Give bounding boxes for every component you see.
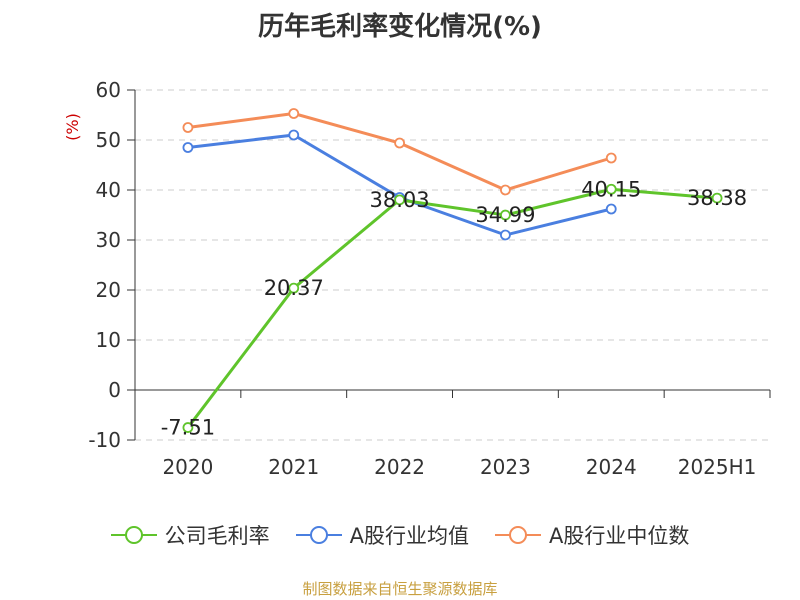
legend-label: A股行业中位数 [549,524,690,548]
y-tick-label: 40 [96,178,121,202]
legend-item[interactable]: A股行业均值 [295,520,469,550]
data-point [500,184,511,196]
data-label: 40.15 [581,177,641,201]
x-tick-label: 2024 [586,455,637,479]
data-label: -7.51 [161,416,215,440]
y-tick-label: 10 [96,328,121,352]
data-point [394,137,405,149]
data-point [182,422,194,433]
legend-label: 公司毛利率 [164,524,270,548]
x-tick-label: 2025H1 [678,455,757,479]
data-point [605,183,617,195]
x-tick-label: 2023 [480,455,531,479]
y-tick-label: 50 [96,128,121,152]
chart-title: 历年毛利率变化情况(%) [258,12,542,42]
y-tick-label: 0 [108,378,121,402]
data-point [500,209,511,221]
x-tick-label: 2022 [374,455,425,479]
data-point [711,192,723,204]
data-point [394,194,405,206]
data-label: 34.99 [475,203,535,227]
data-point [182,142,194,153]
data-point [182,122,194,133]
y-tick-label: 20 [96,278,121,302]
legend-label: A股行业均值 [349,524,469,548]
legend-marker-icon [495,525,541,545]
data-point [500,229,511,241]
series-line [187,112,612,192]
x-tick-label: 2021 [268,455,319,479]
data-point [288,282,300,294]
data-point [605,152,617,164]
data-point [288,108,300,119]
source-note: 制图数据来自恒生聚源数据库 [302,580,498,598]
legend: 公司毛利率 A股行业均值 A股行业中位数 [0,520,800,550]
data-point [288,129,300,141]
y-axis-label: (%) [63,113,82,141]
data-label: 38.38 [687,186,747,210]
legend-marker-icon [110,525,157,545]
legend-marker-icon [295,525,342,545]
data-point [605,203,617,215]
series-line [186,187,718,429]
x-tick-label: 2020 [162,455,213,479]
legend-item[interactable]: A股行业中位数 [495,520,689,550]
data-label: 38.03 [370,188,430,212]
data-label: 20.37 [264,276,324,300]
y-tick-label: 30 [96,228,121,252]
y-tick-label: -10 [88,428,121,452]
series-line [187,133,612,237]
y-tick-label: 60 [96,78,121,102]
legend-item[interactable]: 公司毛利率 [110,520,270,550]
